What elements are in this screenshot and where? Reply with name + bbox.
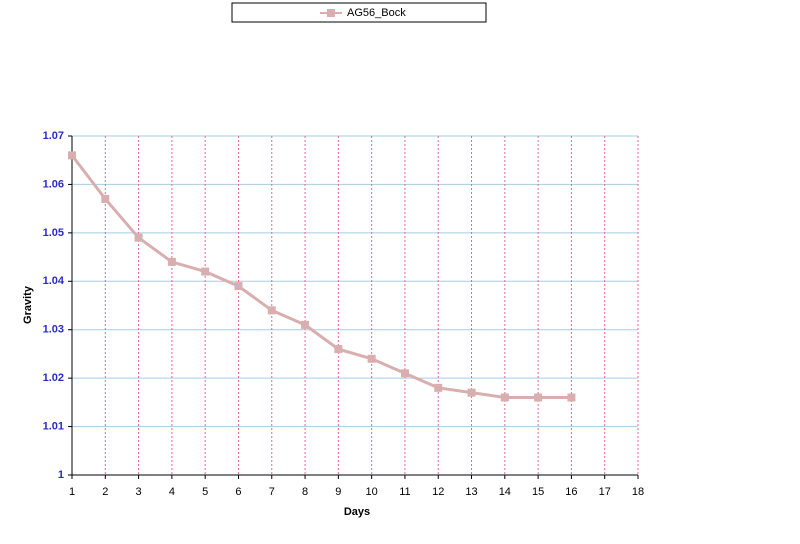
data-point (301, 320, 310, 329)
y-tick-label: 1.01 (43, 420, 64, 432)
legend-label: AG56_Bock (347, 7, 406, 19)
data-line (70, 154, 572, 400)
y-tick-label: 1.04 (43, 275, 65, 287)
x-tick-label: 9 (335, 486, 341, 498)
x-tick-label: 14 (499, 486, 511, 498)
data-point (134, 233, 143, 242)
data-point (534, 393, 543, 402)
data-point (367, 354, 376, 363)
x-axis-label: Days (344, 506, 370, 518)
data-point (500, 393, 509, 402)
x-tick-label: 12 (432, 486, 444, 498)
x-tick-label: 3 (136, 486, 142, 498)
y-axis-label: Gravity (22, 285, 34, 324)
data-point (201, 267, 210, 276)
y-tick-label: 1.07 (43, 130, 64, 142)
x-tick-label: 15 (532, 486, 544, 498)
x-tick-label: 18 (632, 486, 644, 498)
x-tick-label: 16 (565, 486, 577, 498)
y-tick-label: 1 (58, 469, 64, 481)
data-point (101, 194, 110, 203)
data-point (334, 345, 343, 354)
x-tick-label: 10 (366, 486, 378, 498)
data-point (267, 306, 276, 315)
x-tick-label: 11 (399, 486, 410, 498)
data-point (400, 369, 409, 378)
x-tick-label: 6 (235, 486, 241, 498)
data-point (234, 282, 243, 291)
data-point (434, 383, 443, 392)
data-point (467, 388, 476, 397)
data-point (167, 257, 176, 266)
y-tick-label: 1.03 (43, 324, 64, 336)
data-point (567, 393, 576, 402)
x-tick-label: 5 (202, 486, 208, 498)
legend-box (231, 2, 487, 23)
x-tick-label: 7 (269, 486, 275, 498)
y-tick-label: 1.05 (43, 227, 64, 239)
x-tick-label: 8 (302, 486, 308, 498)
y-tick-label: 1.06 (43, 178, 64, 190)
y-tick-label: 1.02 (43, 372, 64, 384)
legend-marker (327, 9, 335, 17)
x-tick-label: 1 (69, 486, 75, 498)
x-tick-label: 2 (102, 486, 108, 498)
x-tick-label: 13 (465, 486, 477, 498)
x-tick-label: 17 (599, 486, 611, 498)
data-point (68, 151, 76, 160)
x-tick-label: 4 (169, 486, 175, 498)
